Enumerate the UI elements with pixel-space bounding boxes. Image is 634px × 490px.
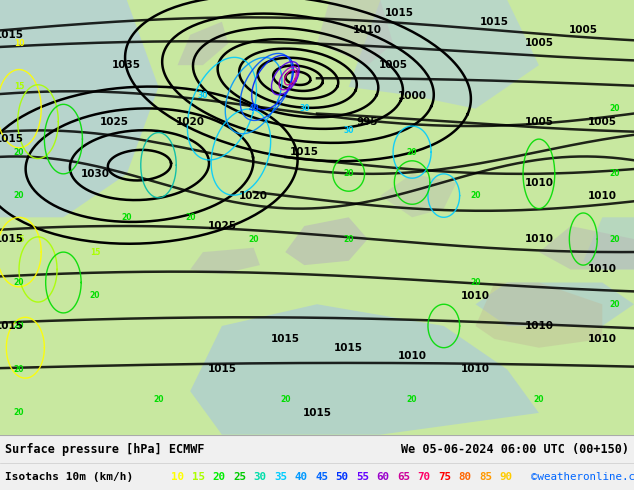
Text: 1005: 1005: [588, 117, 617, 127]
Polygon shape: [539, 226, 634, 270]
Text: 1015: 1015: [334, 343, 363, 353]
Text: 20: 20: [249, 235, 259, 244]
Text: 1015: 1015: [290, 147, 319, 157]
Polygon shape: [178, 22, 228, 65]
Text: 20: 20: [407, 147, 417, 157]
Text: 20: 20: [14, 408, 24, 417]
Text: 1015: 1015: [0, 234, 24, 244]
Text: 20: 20: [610, 300, 620, 309]
Text: 40: 40: [295, 472, 307, 482]
Text: 1010: 1010: [588, 191, 617, 200]
Text: 1010: 1010: [353, 25, 382, 35]
Polygon shape: [285, 217, 368, 265]
Text: 30: 30: [198, 91, 208, 100]
Polygon shape: [583, 217, 634, 270]
Text: 1025: 1025: [100, 117, 129, 127]
Text: 1010: 1010: [524, 177, 553, 188]
Text: 995: 995: [357, 117, 378, 127]
Text: 65: 65: [397, 472, 410, 482]
Text: ©weatheronline.co.uk: ©weatheronline.co.uk: [531, 472, 634, 482]
Text: 15: 15: [14, 82, 24, 92]
Text: 20: 20: [185, 213, 195, 222]
Text: Isotachs 10m (km/h): Isotachs 10m (km/h): [5, 472, 133, 482]
Text: 75: 75: [438, 472, 451, 482]
Polygon shape: [190, 304, 539, 435]
Text: 1010: 1010: [524, 321, 553, 331]
Text: 85: 85: [479, 472, 492, 482]
Text: 90: 90: [500, 472, 512, 482]
Text: 20: 20: [534, 395, 544, 404]
Text: 1010: 1010: [461, 291, 490, 300]
Text: 20: 20: [470, 278, 481, 287]
Text: 1005: 1005: [524, 117, 553, 127]
Text: 1005: 1005: [569, 25, 598, 35]
Text: 40: 40: [249, 104, 259, 113]
Text: 80: 80: [458, 472, 472, 482]
Text: 15: 15: [90, 247, 100, 257]
Text: 20: 20: [122, 213, 132, 222]
Text: 30: 30: [254, 472, 266, 482]
Text: 20: 20: [14, 147, 24, 157]
Polygon shape: [317, 0, 393, 65]
Polygon shape: [190, 248, 260, 274]
Text: 70: 70: [418, 472, 430, 482]
Text: 10: 10: [172, 472, 184, 482]
Text: 55: 55: [356, 472, 369, 482]
Text: 30: 30: [299, 104, 309, 113]
Text: 20: 20: [407, 395, 417, 404]
Text: 1015: 1015: [0, 30, 24, 40]
Text: 20: 20: [153, 395, 164, 404]
Text: 1035: 1035: [112, 60, 141, 70]
Text: 1015: 1015: [385, 8, 414, 18]
Text: 1030: 1030: [81, 169, 110, 179]
Polygon shape: [476, 283, 602, 348]
Text: Surface pressure [hPa] ECMWF: Surface pressure [hPa] ECMWF: [5, 443, 205, 456]
Text: 1015: 1015: [0, 134, 24, 144]
Text: 1010: 1010: [524, 234, 553, 244]
Text: 20: 20: [212, 472, 226, 482]
Text: 1015: 1015: [302, 408, 332, 418]
Polygon shape: [0, 0, 158, 217]
Text: 20: 20: [14, 365, 24, 374]
Polygon shape: [476, 283, 634, 326]
Text: 20: 20: [14, 191, 24, 200]
Text: 20: 20: [470, 191, 481, 200]
Text: 15: 15: [14, 235, 24, 244]
Text: 15: 15: [192, 472, 205, 482]
Text: 25: 25: [233, 472, 246, 482]
Polygon shape: [349, 0, 539, 109]
Text: 20: 20: [14, 321, 24, 330]
Text: 30: 30: [344, 126, 354, 135]
Text: 1020: 1020: [176, 117, 205, 127]
Text: 35: 35: [274, 472, 287, 482]
Text: 1010: 1010: [398, 351, 427, 362]
Text: 1010: 1010: [461, 365, 490, 374]
Text: 1015: 1015: [0, 321, 24, 331]
Text: 1010: 1010: [588, 265, 617, 274]
Text: 20: 20: [344, 235, 354, 244]
Text: 50: 50: [335, 472, 349, 482]
Text: 1015: 1015: [271, 334, 300, 344]
Text: 20: 20: [610, 170, 620, 178]
Text: 20: 20: [90, 291, 100, 300]
Text: 60: 60: [377, 472, 389, 482]
Text: 1000: 1000: [398, 91, 427, 100]
Text: 1025: 1025: [207, 221, 236, 231]
Text: We 05-06-2024 06:00 UTC (00+150): We 05-06-2024 06:00 UTC (00+150): [401, 443, 629, 456]
Text: 1015: 1015: [480, 17, 509, 27]
Text: 45: 45: [315, 472, 328, 482]
Text: 1020: 1020: [239, 191, 268, 200]
Text: 20: 20: [14, 278, 24, 287]
Text: 1010: 1010: [588, 334, 617, 344]
Text: 20: 20: [280, 395, 290, 404]
Text: 1005: 1005: [524, 38, 553, 49]
Text: 20: 20: [344, 170, 354, 178]
Text: 20: 20: [610, 104, 620, 113]
Text: 10: 10: [14, 39, 24, 48]
Text: 1005: 1005: [378, 60, 408, 70]
Text: 1015: 1015: [207, 365, 236, 374]
Polygon shape: [380, 174, 456, 217]
Text: 20: 20: [610, 235, 620, 244]
